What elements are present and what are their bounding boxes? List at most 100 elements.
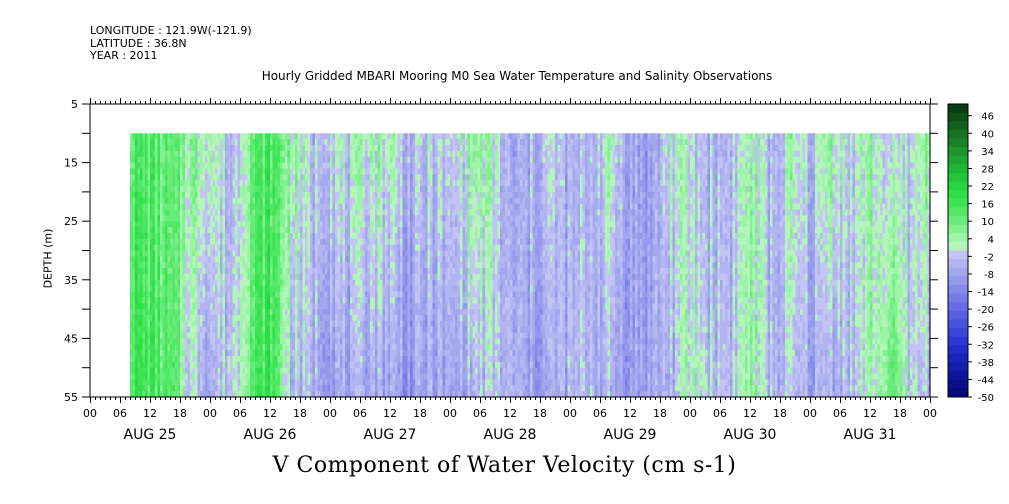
heatmap-cell xyxy=(157,338,161,345)
heatmap-cell xyxy=(195,227,199,234)
heatmap-cell xyxy=(222,303,226,310)
heatmap-cell xyxy=(160,279,164,287)
heatmap-cell xyxy=(250,262,254,269)
heatmap-cell xyxy=(307,297,311,304)
heatmap-cell xyxy=(182,186,186,193)
heatmap-cell xyxy=(330,367,334,375)
heatmap-cell xyxy=(257,303,261,310)
heatmap-cell xyxy=(152,197,156,205)
heatmap-cell xyxy=(332,162,336,170)
heatmap-cell xyxy=(160,326,164,334)
heatmap-cell xyxy=(235,320,239,328)
heatmap-cell xyxy=(232,133,236,140)
heatmap-cell xyxy=(275,355,279,363)
heatmap-cell xyxy=(147,162,151,170)
heatmap-cell xyxy=(300,162,304,170)
heatmap-cell xyxy=(162,133,166,140)
heatmap-cell xyxy=(185,285,189,293)
heatmap-cell xyxy=(267,344,271,351)
heatmap-cell xyxy=(177,391,181,398)
heatmap-cell xyxy=(327,361,331,369)
heatmap-cell xyxy=(270,285,274,293)
heatmap-cell xyxy=(200,145,204,152)
heatmap-cell xyxy=(305,291,309,298)
heatmap-cell xyxy=(277,186,281,193)
heatmap-cell xyxy=(257,168,261,175)
heatmap-cell xyxy=(247,174,251,181)
heatmap-cell xyxy=(167,174,171,181)
heatmap-cell xyxy=(242,291,246,298)
heatmap-cell xyxy=(165,291,169,298)
heatmap-cell xyxy=(137,191,141,199)
heatmap-cell xyxy=(287,209,291,216)
heatmap-cell xyxy=(325,238,329,246)
heatmap-cell xyxy=(235,238,239,246)
heatmap-cell xyxy=(332,244,336,252)
heatmap-cell xyxy=(167,320,171,328)
heatmap-cell xyxy=(312,350,316,357)
heatmap-cell xyxy=(217,180,221,187)
heatmap-cell xyxy=(145,297,149,304)
heatmap-cell xyxy=(227,145,231,152)
heatmap-cell xyxy=(305,367,309,375)
heatmap-cell xyxy=(135,344,139,351)
heatmap-cell xyxy=(142,168,146,175)
heatmap-cell xyxy=(167,221,171,228)
heatmap-cell xyxy=(302,232,306,240)
heatmap-cell xyxy=(147,180,151,187)
heatmap-cell xyxy=(210,350,214,357)
heatmap-cell xyxy=(212,297,216,304)
heatmap-cell xyxy=(167,355,171,363)
heatmap-cell xyxy=(285,186,289,193)
heatmap-cell xyxy=(332,145,336,152)
heatmap-cell xyxy=(330,139,334,146)
heatmap-cell xyxy=(310,291,314,298)
heatmap-cell xyxy=(200,156,204,164)
heatmap-cell xyxy=(170,367,174,375)
heatmap-cell xyxy=(145,186,149,193)
heatmap-cell xyxy=(165,168,169,175)
heatmap-cell xyxy=(240,291,244,298)
heatmap-cell xyxy=(252,209,256,216)
heatmap-cell xyxy=(190,244,194,252)
heatmap-cell xyxy=(185,180,189,187)
heatmap-cell xyxy=(260,385,264,392)
heatmap-cell xyxy=(172,150,176,158)
heatmap-cell xyxy=(137,180,141,187)
heatmap-cell xyxy=(177,268,181,275)
heatmap-cell xyxy=(152,326,156,334)
heatmap-cell xyxy=(255,355,259,363)
heatmap-cell xyxy=(302,332,306,339)
heatmap-cell xyxy=(197,203,201,211)
heatmap-cell xyxy=(235,133,239,140)
heatmap-cell xyxy=(280,332,284,339)
heatmap-cell xyxy=(155,273,159,281)
heatmap-cell xyxy=(235,203,239,211)
heatmap-cell xyxy=(225,145,229,152)
heatmap-cell xyxy=(165,314,169,322)
heatmap-cell xyxy=(250,191,254,199)
heatmap-cell xyxy=(275,350,279,357)
heatmap-cell xyxy=(280,314,284,322)
heatmap-cell xyxy=(190,355,194,363)
heatmap-cell xyxy=(282,279,286,287)
heatmap-cell xyxy=(290,332,294,339)
heatmap-cell xyxy=(322,133,326,140)
heatmap-cell xyxy=(332,156,336,164)
heatmap-cell xyxy=(165,209,169,216)
heatmap-cell xyxy=(265,215,269,222)
heatmap-cell xyxy=(175,344,179,351)
heatmap-cell xyxy=(225,314,229,322)
heatmap-cell xyxy=(297,139,301,146)
heatmap-cell xyxy=(265,186,269,193)
heatmap-cell xyxy=(200,361,204,369)
heatmap-cell xyxy=(222,279,226,287)
heatmap-cell xyxy=(272,238,276,246)
heatmap-cell xyxy=(170,332,174,339)
heatmap-cell xyxy=(155,156,159,164)
heatmap-cell xyxy=(217,262,221,269)
heatmap-cell xyxy=(327,273,331,281)
heatmap-cell xyxy=(247,197,251,205)
heatmap-cell xyxy=(185,297,189,304)
heatmap-cell xyxy=(270,391,274,398)
